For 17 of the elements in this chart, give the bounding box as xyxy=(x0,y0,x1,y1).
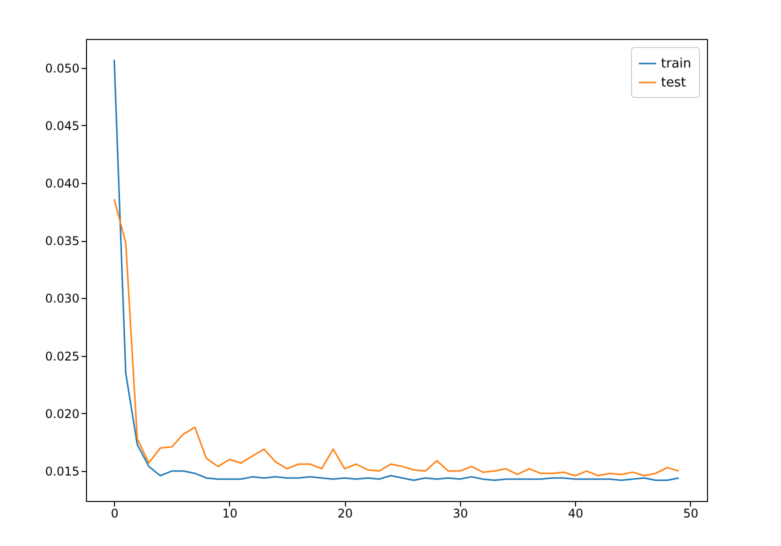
x-tick-label: 40 xyxy=(568,506,584,520)
legend-label: train xyxy=(661,56,692,72)
y-tick-label: 0.020 xyxy=(45,406,80,421)
y-tick-label: 0.045 xyxy=(45,118,80,133)
x-tick-label: 10 xyxy=(222,506,238,520)
x-tick-label: 0 xyxy=(110,506,119,520)
line-series xyxy=(113,198,680,476)
y-tick-label: 0.015 xyxy=(45,464,80,479)
y-tick-label: 0.035 xyxy=(45,234,80,248)
legend-label: test xyxy=(661,76,686,90)
y-tick-label: 0.050 xyxy=(45,61,80,76)
x-tick-label: 20 xyxy=(338,506,353,520)
y-tick-label: 0.040 xyxy=(45,176,80,191)
y-tick-label: 0.030 xyxy=(45,292,80,306)
x-tick-label: 50 xyxy=(683,506,698,520)
y-tick-label: 0.025 xyxy=(45,349,80,364)
x-tick-label: 30 xyxy=(452,506,468,520)
